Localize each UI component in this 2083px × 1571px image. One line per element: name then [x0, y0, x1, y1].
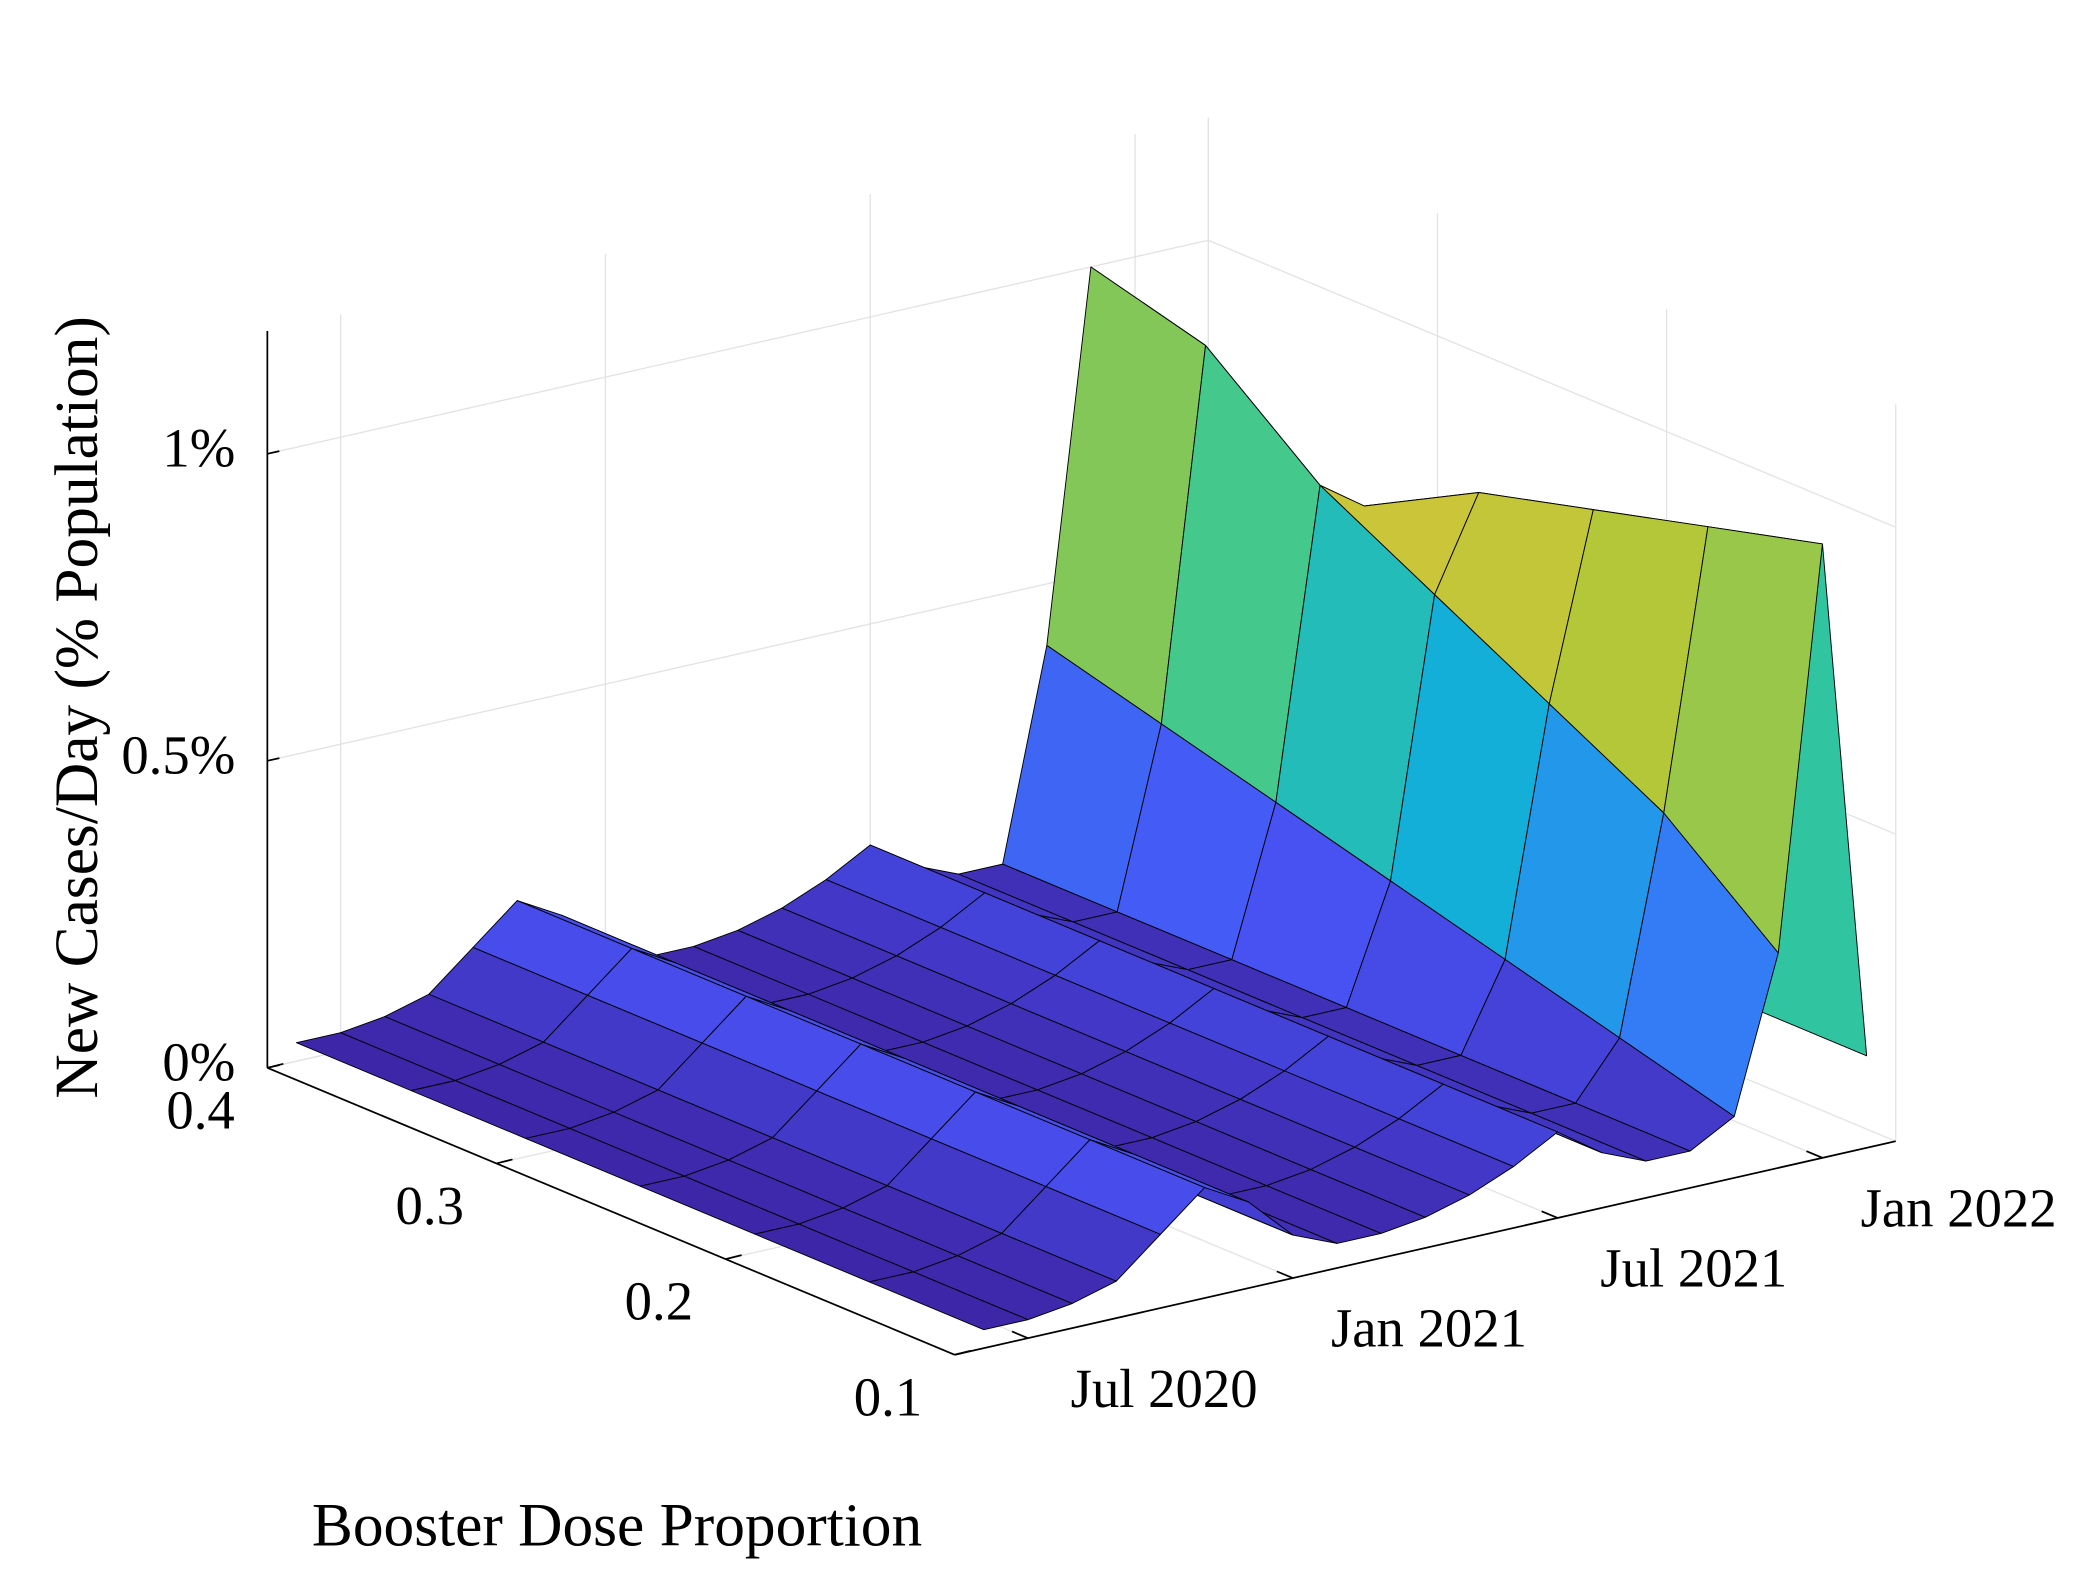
x-tick: [1541, 1210, 1558, 1219]
x-axis: [954, 1140, 1896, 1356]
y-axis-label: Booster Dose Proportion: [312, 1492, 922, 1560]
y-tick-label: 0.4: [166, 1079, 234, 1140]
y-tick: [725, 1254, 742, 1260]
surface-cell: [868, 1271, 1029, 1331]
x-tick-label: Jul 2021: [1600, 1238, 1787, 1299]
grid-line: [267, 239, 1209, 455]
y-tick-label: 0.1: [854, 1366, 922, 1427]
grid-line: [1208, 239, 1896, 528]
x-tick: [1806, 1150, 1823, 1159]
z-tick-label: 0.5%: [121, 724, 235, 785]
z-axis-label: New Cases/Day (% Population): [43, 316, 111, 1098]
axes: 0% 0.5% 1% 0.1 0.2 0.3 0.4 Jul 2020 Jan 2021 Jul …: [121, 331, 2057, 1427]
z-tick-label: 0%: [162, 1031, 235, 1092]
z-tick-label: 1%: [162, 417, 235, 478]
x-tick: [1011, 1330, 1029, 1339]
y-tick-label: 0.3: [396, 1175, 464, 1236]
y-tick: [954, 1349, 971, 1356]
x-tick-label: Jan 2022: [1861, 1177, 2057, 1238]
y-tick-label: 0.2: [625, 1271, 693, 1332]
y-tick: [267, 1062, 284, 1069]
y-tick: [496, 1158, 513, 1165]
z-tick: [267, 450, 280, 455]
x-tick: [1276, 1270, 1294, 1279]
z-tick: [267, 757, 280, 762]
y-axis: [267, 1066, 956, 1356]
x-tick-label: Jan 2021: [1331, 1298, 1527, 1359]
surface: [295, 266, 1868, 1331]
grid-line: [267, 546, 1209, 762]
x-tick-label: Jul 2020: [1071, 1358, 1258, 1419]
